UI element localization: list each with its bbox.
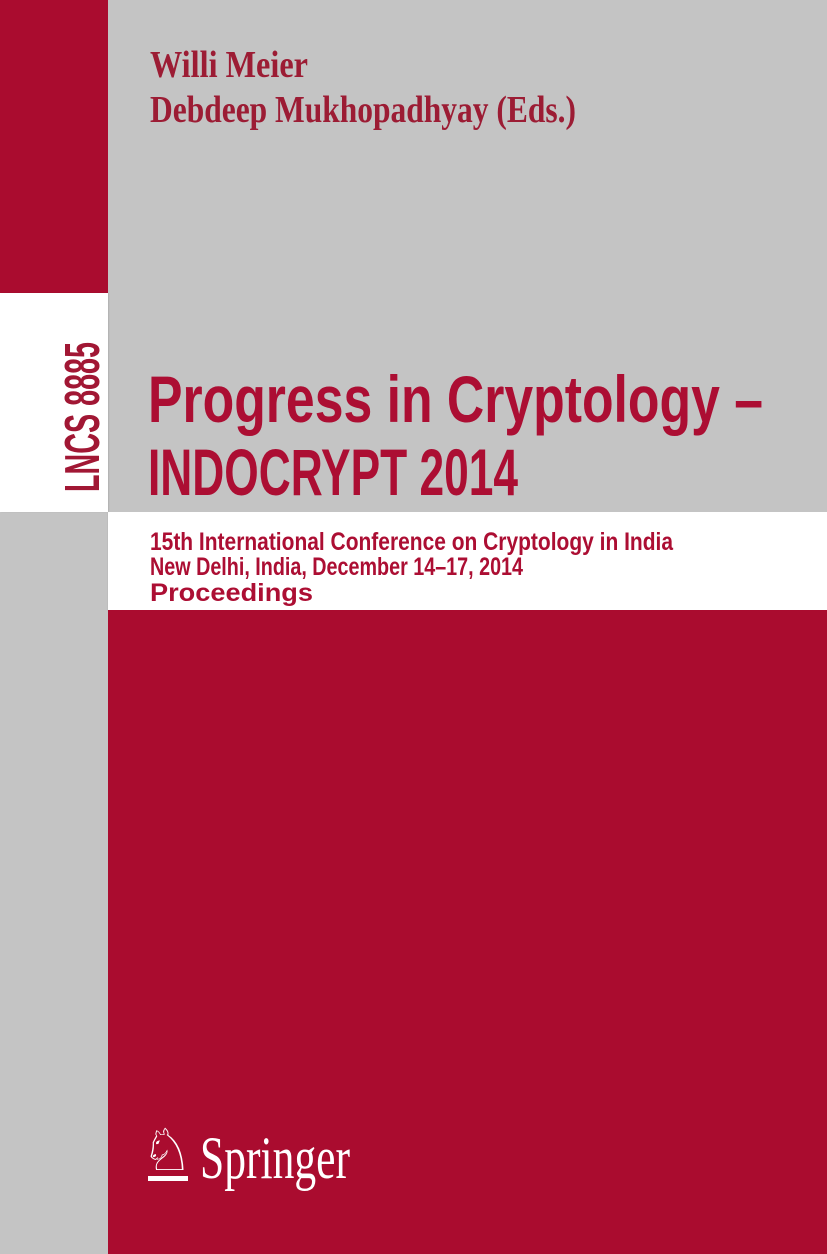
springer-horse-icon: ♘: [141, 1116, 193, 1184]
editor-name-1: Willi Meier: [150, 44, 308, 86]
title-line-1: Progress in Cryptology –: [148, 362, 763, 436]
subtitle-line-1: 15th International Conference on Cryptol…: [150, 528, 674, 556]
series-strip: LNCS 8885: [0, 293, 110, 512]
spine-accent-block: [0, 0, 108, 293]
publisher-name: Springer: [200, 1125, 350, 1191]
title-line-2: INDOCRYPT 2014: [148, 435, 518, 509]
subtitle-block: 15th International Conference on Cryptol…: [150, 528, 674, 607]
springer-logo-base-bar: [148, 1176, 188, 1181]
editor-name-2: Debdeep Mukhopadhyay (Eds.): [150, 89, 576, 131]
subtitle-line-2: New Delhi, India, December 14–17, 2014: [150, 553, 523, 581]
book-title: Progress in Cryptology – INDOCRYPT 2014: [148, 362, 763, 509]
subtitle-line-3: Proceedings: [150, 579, 313, 607]
editors-block: Willi Meier Debdeep Mukhopadhyay (Eds.): [150, 44, 576, 131]
subtitle-band: [108, 512, 827, 610]
bottom-red-panel: [108, 610, 827, 1254]
publisher-logo: ♘ Springer: [141, 1116, 350, 1191]
series-number: LNCS 8885: [56, 342, 110, 492]
